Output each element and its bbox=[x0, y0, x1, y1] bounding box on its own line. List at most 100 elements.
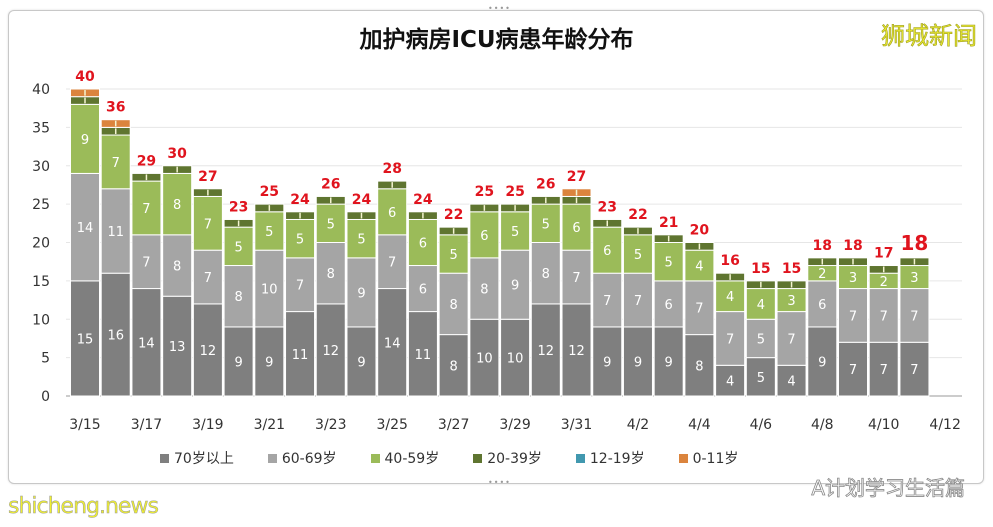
total-label: 26 bbox=[536, 176, 555, 192]
segment-label: 5 bbox=[357, 233, 365, 248]
y-tick-label: 5 bbox=[41, 351, 50, 367]
y-tick-label: 20 bbox=[32, 236, 50, 252]
segment-label: 16 bbox=[107, 329, 124, 344]
bar-segment bbox=[776, 311, 807, 366]
bar-segment bbox=[254, 211, 285, 251]
total-label: 21 bbox=[659, 215, 678, 231]
legend-swatch bbox=[160, 453, 169, 463]
segment-label: 2 bbox=[818, 267, 826, 282]
bar-segment bbox=[346, 218, 377, 259]
bar-segment bbox=[530, 242, 561, 305]
y-tick-label: 35 bbox=[32, 120, 50, 136]
bar-segment bbox=[70, 280, 100, 397]
segment-label: 6 bbox=[419, 283, 427, 298]
x-tick-label: 3/29 bbox=[499, 417, 530, 433]
total-label: 26 bbox=[321, 176, 340, 192]
segment-label: 4 bbox=[787, 375, 795, 390]
legend-swatch bbox=[575, 453, 585, 463]
segment-label: 7 bbox=[880, 309, 888, 324]
total-label: 15 bbox=[782, 261, 801, 277]
segment-label: 10 bbox=[507, 352, 524, 367]
total-label: 18 bbox=[813, 238, 832, 254]
segment-label: 3 bbox=[787, 294, 795, 309]
segment-label: 14 bbox=[77, 221, 94, 236]
bar-segment bbox=[315, 303, 346, 397]
total-label: 23 bbox=[229, 199, 248, 215]
segment-label: 9 bbox=[511, 279, 519, 294]
segment-label: 5 bbox=[327, 217, 335, 232]
segment-label: 5 bbox=[265, 225, 273, 240]
segment-label: 5 bbox=[511, 225, 519, 240]
segment-label: 9 bbox=[234, 355, 242, 370]
bar-segment bbox=[315, 242, 346, 305]
x-tick-label: 3/31 bbox=[561, 417, 592, 433]
legend-label: 0-11岁 bbox=[692, 451, 739, 467]
legend-label: 12-19岁 bbox=[589, 451, 645, 467]
bar-segment bbox=[684, 249, 715, 282]
total-label: 24 bbox=[352, 192, 372, 208]
bar-segment bbox=[715, 364, 746, 397]
segment-label: 8 bbox=[542, 267, 550, 282]
x-tick-label: 3/21 bbox=[254, 417, 285, 433]
legend-item: 0-11岁 bbox=[678, 448, 739, 468]
segment-label: 7 bbox=[204, 271, 212, 286]
resize-handle-top[interactable]: •••• bbox=[488, 4, 511, 13]
segment-label: 11 bbox=[292, 348, 309, 363]
bar-segment bbox=[807, 326, 838, 397]
x-tick-label: 4/10 bbox=[868, 417, 899, 433]
segment-label: 9 bbox=[603, 355, 611, 370]
bar-segment bbox=[469, 318, 500, 397]
bar-segment bbox=[377, 288, 408, 397]
segment-label: 8 bbox=[173, 198, 181, 213]
bar-segment bbox=[745, 288, 776, 320]
segment-label: 12 bbox=[200, 344, 217, 359]
segment-label: 11 bbox=[107, 225, 124, 240]
bar-segment bbox=[346, 326, 377, 397]
segment-label: 6 bbox=[818, 298, 826, 313]
legend-swatch bbox=[473, 453, 483, 463]
segment-label: 8 bbox=[327, 267, 335, 282]
bar-segment bbox=[807, 280, 838, 328]
segment-label: 7 bbox=[204, 217, 212, 232]
bar-segment bbox=[438, 234, 469, 274]
total-label: 25 bbox=[260, 184, 279, 200]
bar-segment bbox=[653, 280, 684, 328]
segment-label: 7 bbox=[849, 309, 857, 324]
legend-label: 70岁以上 bbox=[174, 451, 234, 467]
bar-segment bbox=[592, 326, 623, 397]
legend-item: 60-69岁 bbox=[267, 448, 337, 468]
segment-label: 7 bbox=[112, 156, 120, 171]
segment-label: 9 bbox=[265, 355, 273, 370]
segment-label: 9 bbox=[357, 355, 365, 370]
total-label: 18 bbox=[843, 238, 862, 254]
segment-label: 3 bbox=[910, 271, 918, 286]
segment-label: 4 bbox=[726, 375, 734, 390]
segment-label: 9 bbox=[818, 355, 826, 370]
total-label: 29 bbox=[137, 153, 156, 169]
bar-segment bbox=[100, 188, 131, 274]
bar-segment bbox=[100, 134, 131, 190]
bar-segment bbox=[70, 103, 100, 174]
bar-segment bbox=[622, 326, 653, 397]
x-tick-label: 3/17 bbox=[131, 417, 162, 433]
segment-label: 5 bbox=[634, 248, 642, 263]
bar-segment bbox=[899, 288, 930, 343]
resize-handle-bottom[interactable]: •••• bbox=[488, 478, 511, 487]
segment-label: 8 bbox=[480, 283, 488, 298]
segment-label: 5 bbox=[665, 256, 673, 271]
x-tick-label: 4/4 bbox=[688, 417, 711, 433]
total-label: 22 bbox=[628, 207, 647, 223]
chart-title: 加护病房ICU病患年龄分布 bbox=[359, 27, 634, 53]
x-tick-label: 3/25 bbox=[376, 417, 407, 433]
bar-segment bbox=[745, 357, 776, 397]
bar-segment bbox=[192, 249, 223, 305]
segment-label: 8 bbox=[234, 290, 242, 305]
segment-label: 12 bbox=[322, 344, 339, 359]
bar-segment bbox=[592, 226, 623, 274]
watermark-wechat: A计划学习生活篇 bbox=[811, 476, 965, 501]
y-tick-label: 25 bbox=[32, 197, 50, 213]
segment-label: 4 bbox=[757, 298, 765, 313]
bar-segment bbox=[377, 234, 408, 290]
bar-segment bbox=[315, 203, 346, 243]
bar-segment bbox=[377, 188, 408, 236]
